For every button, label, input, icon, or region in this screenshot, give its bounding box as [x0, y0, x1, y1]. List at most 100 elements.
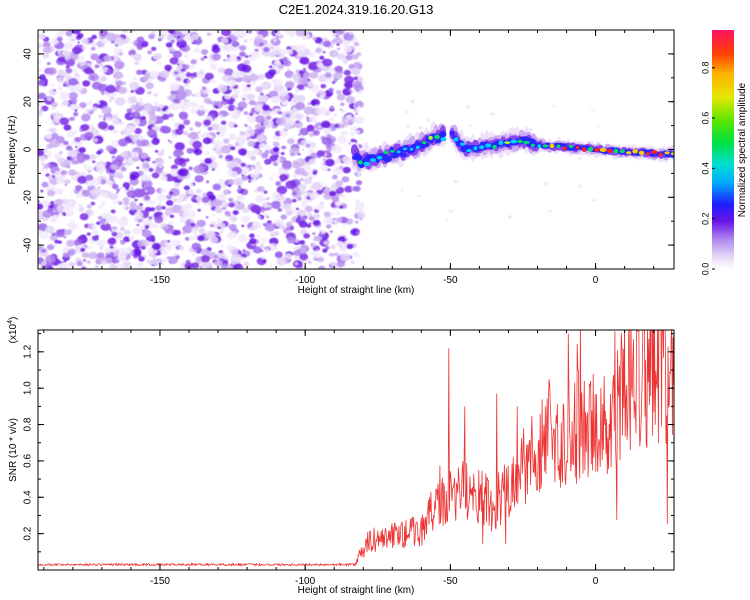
noise-speck — [217, 171, 220, 173]
noise-speck — [336, 167, 340, 170]
noise-speck — [121, 30, 129, 33]
noise-speck — [111, 118, 120, 126]
noise-speck — [42, 52, 50, 59]
noise-speck — [168, 156, 172, 159]
ridge-core — [619, 149, 625, 153]
faint-speck — [548, 210, 553, 213]
faint-speck — [528, 128, 533, 132]
noise-speck — [172, 197, 178, 203]
noise-speck — [274, 219, 285, 227]
noise-speck — [105, 117, 112, 122]
spectrogram-x-label: Height of straight line (km) — [298, 285, 415, 296]
noise-speck — [174, 229, 182, 236]
noise-speck — [118, 201, 123, 206]
noise-speck — [203, 119, 212, 126]
noise-speck — [314, 37, 323, 44]
noise-speck — [249, 73, 259, 82]
noise-speck — [190, 108, 198, 114]
noise-speck — [209, 223, 215, 228]
noise-speck — [271, 78, 277, 83]
noise-speck — [319, 201, 324, 206]
noise-speck — [38, 203, 44, 210]
noise-speck — [234, 115, 237, 118]
noise-speck — [247, 93, 256, 101]
noise-speck — [232, 210, 239, 216]
noise-speck — [345, 119, 349, 123]
noise-speck — [78, 55, 85, 61]
noise-speck — [122, 182, 131, 189]
noise-speck — [247, 125, 252, 130]
noise-speck — [260, 237, 267, 243]
noise-speck — [107, 237, 117, 245]
noise-speck — [121, 218, 129, 225]
noise-speck — [41, 162, 44, 165]
noise-speck — [269, 237, 279, 246]
noise-speck — [335, 211, 341, 216]
noise-speck — [274, 60, 281, 65]
noise-speck — [120, 121, 125, 126]
noise-speck — [321, 165, 329, 171]
noise-speck — [273, 39, 277, 42]
noise-speck — [308, 188, 312, 191]
noise-speck — [341, 109, 347, 114]
noise-speck — [335, 36, 340, 40]
noise-speck — [38, 33, 46, 40]
noise-speck — [287, 138, 295, 145]
noise-speck — [182, 231, 186, 235]
noise-speck — [79, 102, 87, 108]
noise-speck — [148, 216, 153, 220]
noise-speck — [190, 59, 197, 65]
faint-speck — [596, 125, 600, 127]
noise-speck — [269, 155, 278, 162]
noise-speck — [298, 52, 303, 57]
noise-speck — [65, 42, 73, 49]
noise-speck — [76, 155, 86, 164]
noise-speck — [256, 257, 267, 266]
noise-speck — [233, 124, 238, 128]
ridge-core — [645, 152, 651, 155]
noise-speck — [97, 83, 108, 93]
noise-speck — [277, 64, 284, 70]
ridge-core — [466, 149, 472, 153]
colorbar-tick-label: 0.0 — [700, 263, 710, 276]
noise-speck — [353, 61, 361, 67]
faint-speck — [453, 180, 458, 183]
noise-speck — [239, 51, 246, 57]
noise-speck — [335, 240, 344, 248]
noise-speck — [136, 223, 140, 227]
noise-speck — [261, 81, 272, 90]
noise-speck — [111, 228, 117, 233]
noise-speck — [239, 134, 248, 141]
noise-speck — [136, 42, 142, 47]
noise-speck — [297, 153, 301, 156]
noise-speck — [114, 79, 118, 82]
noise-speck — [353, 36, 357, 39]
ridge-core — [504, 141, 511, 145]
noise-speck — [262, 259, 267, 263]
noise-speck — [59, 117, 70, 126]
noise-speck — [62, 179, 70, 184]
noise-speck — [357, 105, 361, 109]
snr-series-line — [38, 330, 674, 567]
ridge-core — [459, 142, 466, 146]
noise-speck — [60, 170, 68, 176]
noise-speck — [306, 196, 311, 200]
noise-speck — [129, 204, 138, 211]
noise-speck — [165, 42, 173, 48]
ridge-core — [479, 145, 485, 149]
noise-speck — [101, 106, 112, 115]
faint-speck — [578, 157, 583, 160]
noise-speck — [237, 161, 241, 164]
noise-speck — [81, 124, 90, 131]
noise-speck — [191, 252, 196, 257]
noise-speck — [201, 255, 211, 263]
noise-speck — [185, 203, 193, 210]
noise-speck — [339, 108, 343, 112]
noise-speck — [345, 236, 348, 239]
noise-speck — [191, 227, 199, 234]
noise-speck — [96, 252, 105, 259]
noise-speck — [242, 98, 246, 101]
noise-speck — [340, 102, 345, 107]
noise-speck — [350, 260, 355, 264]
noise-speck — [226, 244, 234, 250]
